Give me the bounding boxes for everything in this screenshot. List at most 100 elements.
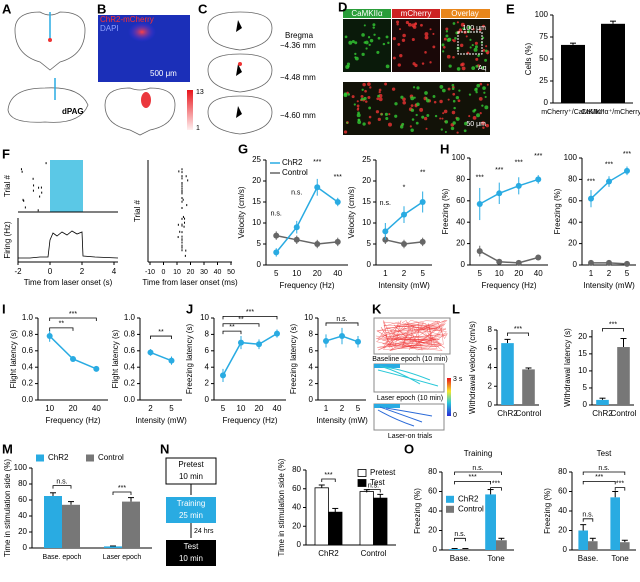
cell-dot <box>402 100 407 105</box>
y-axis-label: Time in stimulation side (%) <box>3 459 12 557</box>
cell-dot <box>447 37 452 42</box>
cell-dot <box>399 53 403 58</box>
cell-dot <box>460 43 464 48</box>
x-tick-label: 40 <box>333 269 342 278</box>
chart: 0.0 0.2 0.4 0.6 0.8 1.0 10 20 40 Frequency (Hz) Fl… <box>9 311 108 425</box>
cell-dot <box>346 62 351 66</box>
cell-dot <box>385 64 390 69</box>
scale-bar-label: 100 μm <box>463 25 487 32</box>
cell-dot <box>486 83 489 86</box>
y-tick-label: 8 <box>309 330 314 339</box>
channel-header <box>441 9 490 18</box>
channel-label: ChR2-mCherry <box>100 15 154 24</box>
point <box>293 236 300 243</box>
x-tick-label: 40 <box>534 269 543 278</box>
cell-dot <box>423 116 428 121</box>
cell-dot <box>484 95 487 99</box>
series-line <box>479 250 539 264</box>
cell-dot <box>453 106 456 110</box>
x-tick-label: Base. <box>450 554 470 563</box>
x-tick-label: 10 <box>45 404 54 413</box>
x-tick-label: 5 <box>478 269 483 278</box>
y-axis-label: Freezing latency (s) <box>289 324 298 395</box>
cell-dot <box>424 35 429 40</box>
y-tick-label: 0 <box>297 540 302 549</box>
site <box>238 62 242 66</box>
y-axis-label: Freezing (%) <box>553 188 562 234</box>
significance-bracket <box>582 480 616 485</box>
brain-sagittal <box>7 87 89 123</box>
x-tick-label: 10 <box>495 269 504 278</box>
significance-label: * <box>403 184 406 191</box>
y-tick-label: 4 <box>309 362 314 371</box>
panel-letter: O <box>404 441 414 456</box>
y-tick-label: 0 <box>23 543 28 552</box>
point <box>339 333 345 340</box>
panel-letter: B <box>97 1 106 16</box>
bar <box>596 399 609 405</box>
y-tick-label: 5 <box>367 239 372 248</box>
cell-dot <box>410 96 415 101</box>
cell-dot <box>454 36 457 40</box>
legend-label: ChR2 <box>48 453 69 462</box>
cell-dot <box>351 95 355 99</box>
significance-label: *** <box>495 167 503 174</box>
y-tick-label: 0.0 <box>22 395 34 404</box>
significance-label: *** <box>69 311 77 318</box>
cell-dot <box>372 26 375 29</box>
significance-label: *** <box>595 474 603 481</box>
brain-section <box>104 87 176 136</box>
point <box>606 259 612 266</box>
cell-dot <box>461 66 466 71</box>
x-tick-label: 20 <box>187 269 195 276</box>
laser-raster <box>50 160 83 212</box>
brain-section <box>207 95 273 135</box>
y-tick-label: 60 <box>456 196 465 205</box>
y-tick-label: 5 <box>583 383 588 392</box>
cell-dot <box>363 41 367 44</box>
laser-zone <box>374 404 400 408</box>
panel-letter: N <box>160 441 169 456</box>
step-box <box>166 497 216 523</box>
brain-section <box>14 11 86 71</box>
cell-dot <box>444 130 447 133</box>
chart-title: Training <box>464 449 493 458</box>
x-tick-label: ChR2 <box>592 409 613 418</box>
cell-dot <box>482 126 485 130</box>
bar <box>359 491 374 546</box>
cell-dot <box>478 96 483 101</box>
legend-swatch <box>357 479 367 487</box>
cell-dot <box>441 43 445 47</box>
step-box <box>166 540 216 566</box>
x-tick-label: 20 <box>514 269 523 278</box>
cell-dot <box>474 41 478 45</box>
point <box>588 195 594 202</box>
point <box>273 249 280 256</box>
bar <box>104 546 122 548</box>
y-tick-label: 20 <box>18 527 27 536</box>
significance-label: ** <box>420 170 426 177</box>
point <box>515 182 522 189</box>
point <box>293 224 300 231</box>
cell-dot <box>442 112 445 115</box>
cell-dot <box>365 47 368 50</box>
scale-bar-label: 500 μm <box>150 69 177 78</box>
cell-dot <box>476 83 481 88</box>
cell-dot <box>421 62 425 65</box>
x-tick-label: 40 <box>214 269 222 276</box>
cell-dot <box>402 33 406 38</box>
chart: 0 20 40 60 80 100 Base. epoch Laser epoch Time i… <box>3 453 152 561</box>
cell-dot <box>452 22 456 25</box>
y-axis-label: Flight latency (s) <box>9 329 18 388</box>
y-tick-label: 10 <box>304 313 313 322</box>
cell-dot <box>452 92 456 96</box>
cell-dot <box>446 54 451 59</box>
cell-dot <box>439 99 443 104</box>
x-tick-label: 10 <box>292 269 301 278</box>
cell-dot <box>472 115 477 120</box>
x-tick-label: 0 <box>48 267 53 276</box>
chart: 0 20 40 60 80 Base. Tone Freezing (%) Training n.… <box>413 449 514 563</box>
channel-label: CaMKIIα <box>351 9 383 18</box>
x-tick-label: Base. <box>578 554 598 563</box>
